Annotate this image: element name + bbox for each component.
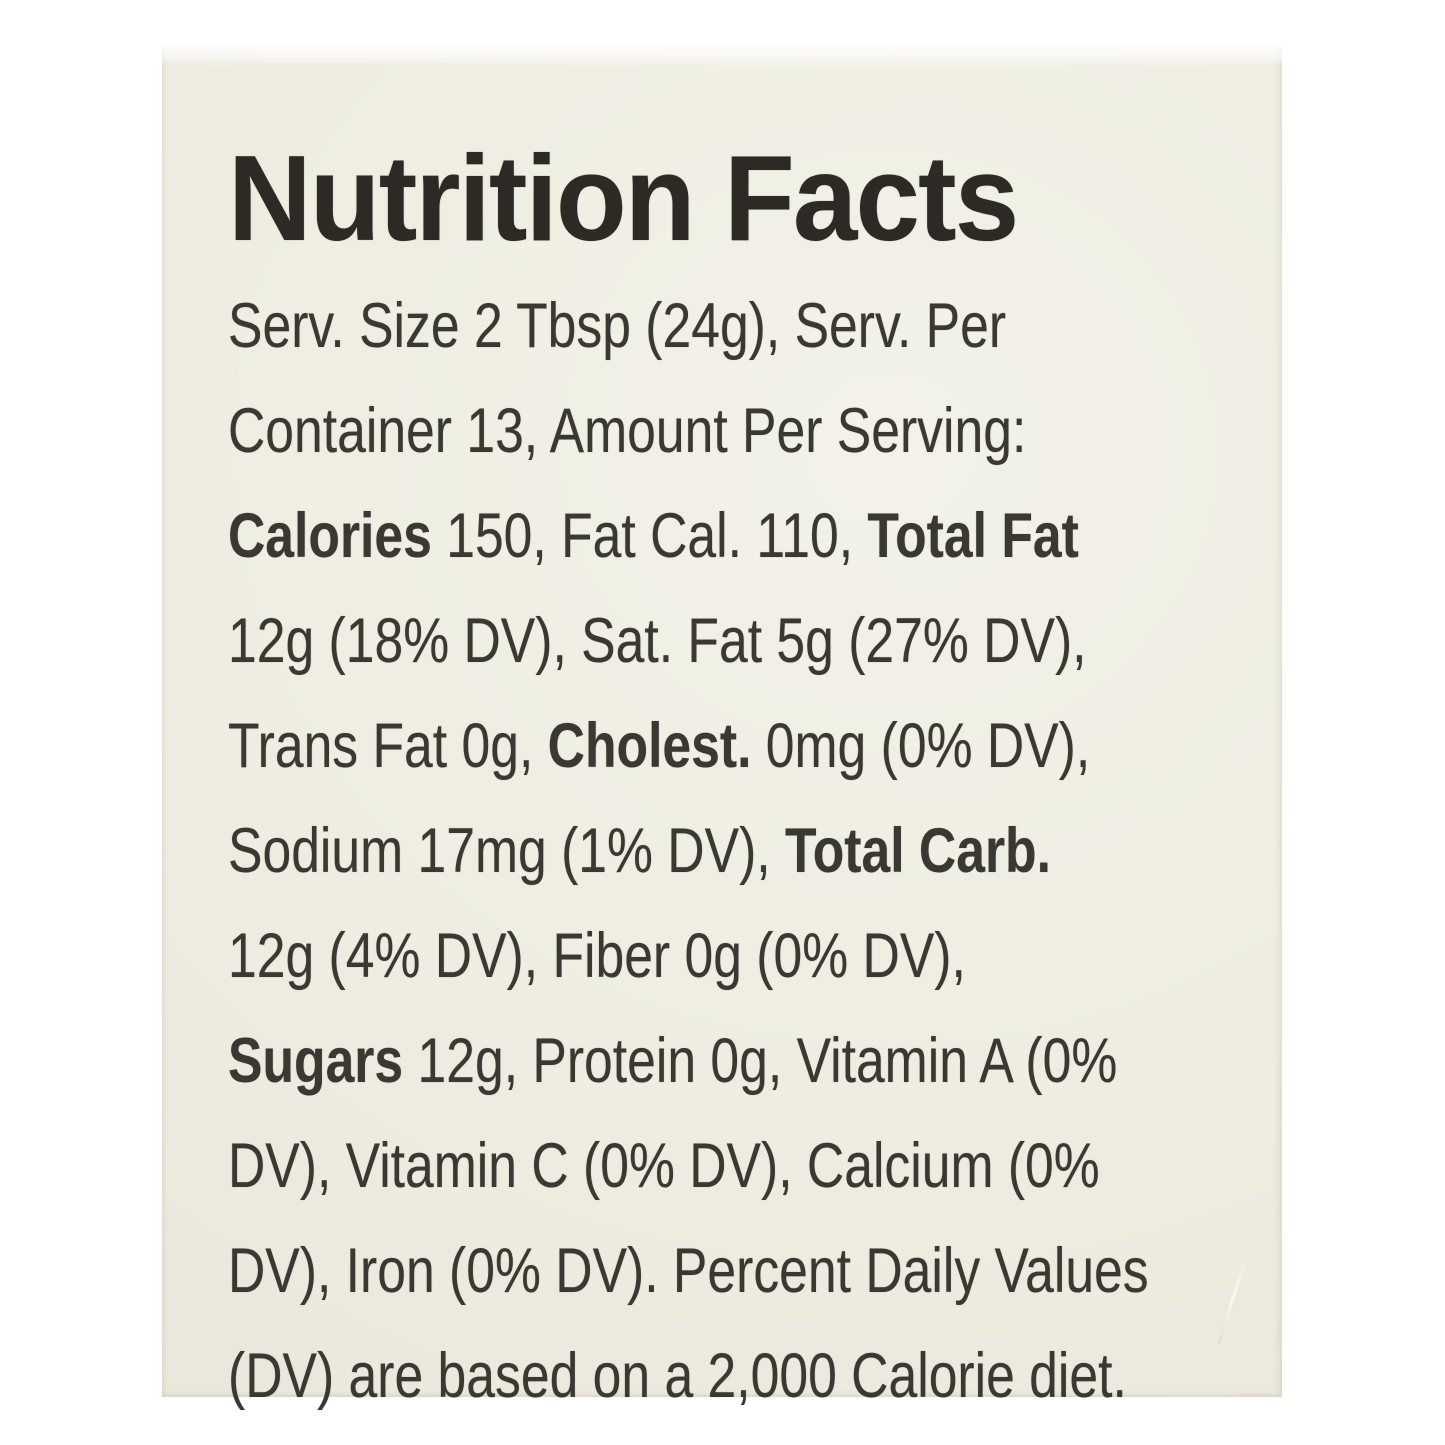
label-text-line: (DV) are based on a 2,000 Calorie diet. <box>228 1324 1149 1429</box>
text-segment: (DV) are based on a 2,000 Calorie diet. <box>228 1341 1127 1411</box>
label-text-line: Serv. Size 2 Tbsp (24g), Serv. Per <box>228 274 1149 379</box>
text-segment: 150, Fat Cal. 110, <box>431 501 868 571</box>
text-segment: 12g, Protein 0g, Vitamin A (0% <box>403 1026 1118 1096</box>
text-segment: DV), Iron (0% DV). Percent Daily Values <box>228 1236 1149 1306</box>
label-text-line: Calories 150, Fat Cal. 110, Total Fat <box>228 484 1149 589</box>
label-text-line: Sugars 12g, Protein 0g, Vitamin A (0% <box>228 1009 1149 1114</box>
text-segment: 0mg (0% DV), <box>751 711 1091 781</box>
text-segment: Trans Fat 0g, <box>228 711 548 781</box>
label-text-line: 12g (4% DV), Fiber 0g (0% DV), <box>228 904 1149 1009</box>
label-text-line: DV), Iron (0% DV). Percent Daily Values <box>228 1219 1149 1324</box>
text-segment: Container 13, Amount Per Serving: <box>228 396 1027 466</box>
label-text-line: Sodium 17mg (1% DV), Total Carb. <box>228 799 1149 904</box>
text-segment: 12g (4% DV), Fiber 0g (0% DV), <box>228 921 966 991</box>
text-segment-bold: Sugars <box>228 1026 404 1096</box>
text-segment: DV), Vitamin C (0% DV), Calcium (0% <box>228 1131 1100 1201</box>
label-text-line: DV), Vitamin C (0% DV), Calcium (0% <box>228 1114 1149 1219</box>
text-segment: Sodium 17mg (1% DV), <box>228 816 785 886</box>
text-segment-bold: Total Fat <box>867 501 1079 571</box>
label-text-line: Trans Fat 0g, Cholest. 0mg (0% DV), <box>228 694 1149 799</box>
nutrition-facts-text: Serv. Size 2 Tbsp (24g), Serv. Per Contai… <box>228 274 1351 1429</box>
text-segment: 12g (18% DV), Sat. Fat 5g (27% DV), <box>228 606 1087 676</box>
label-text-line: Container 13, Amount Per Serving: <box>228 379 1149 484</box>
text-segment: Serv. Size 2 Tbsp (24g), Serv. Per <box>228 291 1007 361</box>
label-text-line: 12g (18% DV), Sat. Fat 5g (27% DV), <box>228 589 1149 694</box>
nutrition-facts-title: Nutrition Facts <box>228 130 1019 266</box>
nutrition-facts-label: Nutrition Facts Serv. Size 2 Tbsp (24g),… <box>162 45 1282 1411</box>
text-segment-bold: Total Carb. <box>784 816 1051 886</box>
text-segment-bold: Calories <box>228 501 432 571</box>
text-segment-bold: Cholest. <box>547 711 752 781</box>
label-top-highlight <box>162 45 1282 67</box>
